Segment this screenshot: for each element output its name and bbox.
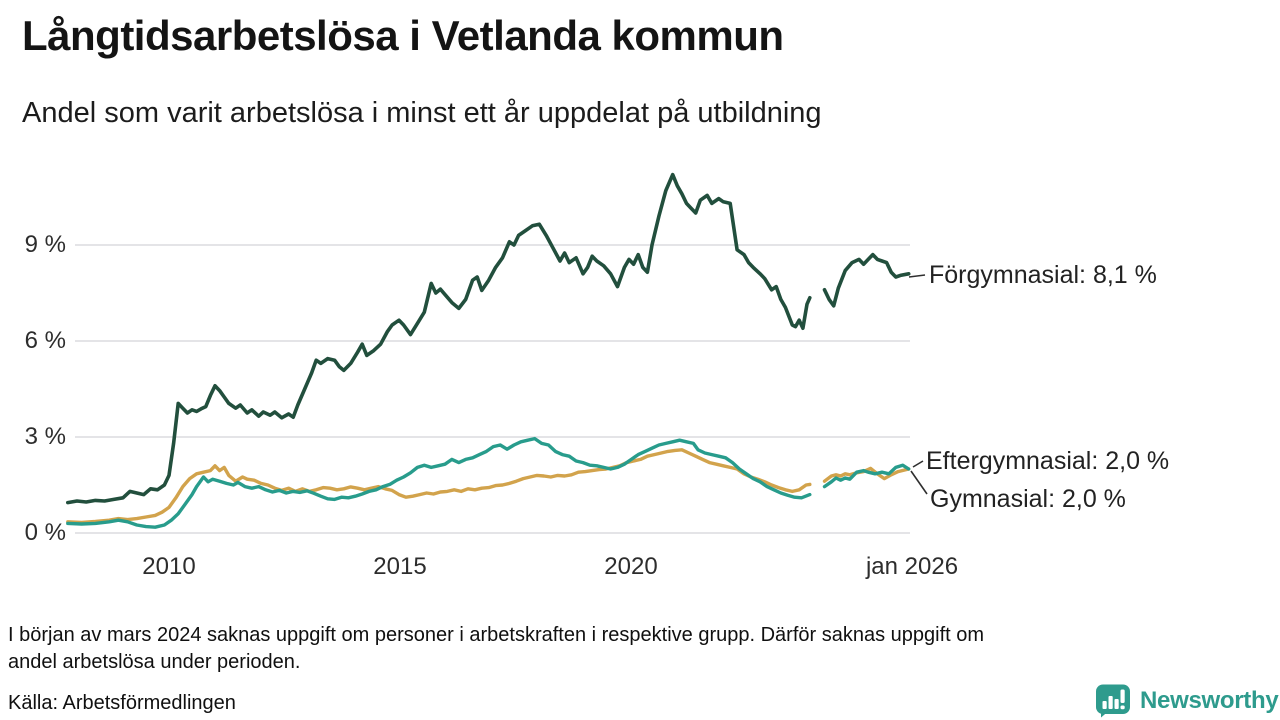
footnote-line-2: andel arbetslösa under perioden. <box>8 651 301 673</box>
annotation-leader-1 <box>912 460 924 468</box>
newsworthy-logo: Newsworthy <box>1094 684 1279 718</box>
annotation-leader-2 <box>910 470 928 495</box>
newsworthy-logo-text: Newsworthy <box>1140 687 1279 714</box>
footnote: I början av mars 2024 saknas uppgift om … <box>8 622 984 676</box>
x-axis-tick-2015: 2015 <box>373 553 427 580</box>
series-label-forgymnasial: Förgymnasial: 8,1 % <box>929 261 1157 289</box>
x-axis-tick-2020: 2020 <box>604 553 658 580</box>
line-series-eftergymnasial <box>66 436 911 529</box>
y-axis-tick-6: 6 % <box>24 327 66 354</box>
series-label-eftergymnasial: Eftergymnasial: 2,0 % <box>926 447 1170 475</box>
line-series-gymnasial <box>66 448 911 525</box>
series-label-gymnasial: Gymnasial: 2,0 % <box>930 485 1126 513</box>
line-series-förgymnasial <box>66 172 911 505</box>
y-axis-tick-0: 0 % <box>24 519 66 546</box>
footnote-line-1: I början av mars 2024 saknas uppgift om … <box>8 624 985 646</box>
newsworthy-logo-icon <box>1096 684 1130 718</box>
x-axis-tick-2010: 2010 <box>142 553 196 580</box>
y-axis-tick-9: 9 % <box>24 231 66 258</box>
page-title: Långtidsarbetslösa i Vetlanda kommun <box>22 12 784 59</box>
annotation-leader-0 <box>908 274 926 278</box>
x-axis-tick-jan-2026: jan 2026 <box>865 553 959 580</box>
page-subtitle: Andel som varit arbetslösa i minst ett å… <box>22 97 822 129</box>
y-axis-tick-3: 3 % <box>24 423 66 450</box>
source-note: Källa: Arbetsförmedlingen <box>8 692 236 714</box>
